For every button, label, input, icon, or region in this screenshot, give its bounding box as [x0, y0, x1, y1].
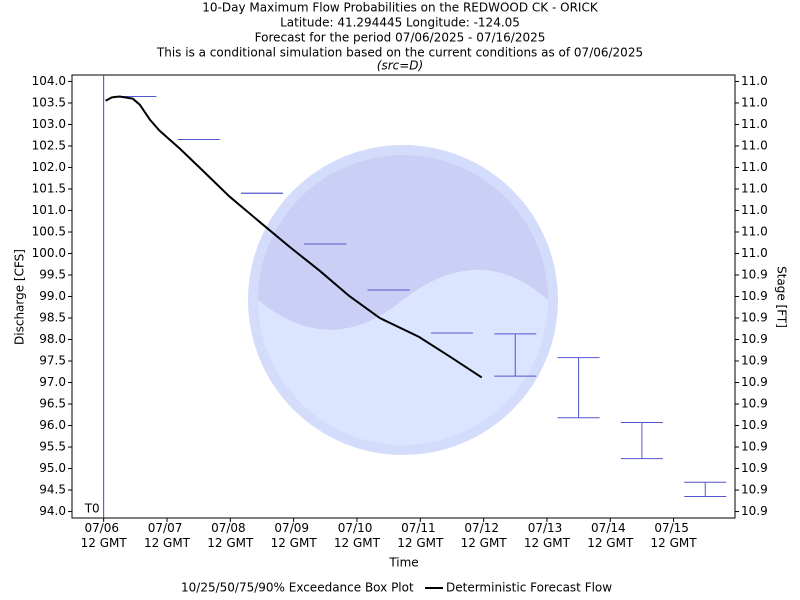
y2-tick-label: 11.0: [741, 138, 768, 152]
y2-tick-label: 10.9: [741, 418, 768, 432]
x-tick-label: 07/12 12 GMT: [461, 521, 508, 550]
y-axis-label: Discharge [CFS]: [13, 249, 27, 345]
chart-title: Forecast for the period 07/06/2025 - 07/…: [255, 31, 546, 45]
x-tick-label: 07/09 12 GMT: [271, 521, 318, 550]
y-tick-label: 100.5: [32, 224, 66, 238]
y-tick-label: 99.0: [39, 289, 66, 303]
x-tick-label: 07/15 12 GMT: [651, 521, 698, 550]
y2-tick-label: 10.9: [741, 397, 768, 411]
y-tick-label: 102.5: [32, 138, 66, 152]
y-tick-label: 95.5: [39, 440, 66, 454]
y2-tick-label: 10.9: [741, 483, 768, 497]
chart-title: 10-Day Maximum Flow Probabilities on the…: [202, 1, 599, 15]
y2-tick-label: 11.0: [741, 181, 768, 195]
y2-tick-label: 11.0: [741, 224, 768, 238]
x-tick-label: 07/11 12 GMT: [397, 521, 444, 550]
y-tick-label: 98.5: [39, 311, 66, 325]
y2-tick-label: 11.0: [741, 160, 768, 174]
t0-label: T0: [84, 502, 100, 516]
y-tick-label: 99.5: [39, 267, 66, 281]
y-tick-label: 97.0: [39, 375, 66, 389]
y2-tick-label: 11.0: [741, 74, 768, 88]
y2-tick-label: 10.9: [741, 375, 768, 389]
y2-tick-label: 10.9: [741, 354, 768, 368]
source-note: (src=D): [377, 59, 423, 73]
y2-tick-label: 10.9: [741, 332, 768, 346]
forecast-line: [105, 95, 483, 379]
legend-label: 10/25/50/75/90% Exceedance Box Plot: [181, 581, 414, 595]
y2-tick-label: 10.9: [741, 289, 768, 303]
y-tick-label: 96.0: [39, 418, 66, 432]
x-tick-label: 07/10 12 GMT: [334, 521, 381, 550]
chart-title: Latitude: 41.294445 Longitude: -124.05: [280, 16, 520, 30]
x-tick-label: 07/07 12 GMT: [144, 521, 191, 550]
y-tick-label: 104.0: [32, 74, 66, 88]
x-tick-label: 07/06 12 GMT: [81, 521, 128, 550]
y-tick-label: 94.5: [39, 483, 66, 497]
y-tick-label: 95.0: [39, 461, 66, 475]
y-tick-label: 103.5: [32, 95, 66, 109]
y2-tick-label: 10.9: [741, 461, 768, 475]
y-tick-label: 98.0: [39, 332, 66, 346]
y-tick-label: 101.0: [32, 203, 66, 217]
x-tick-label: 07/14 12 GMT: [587, 521, 634, 550]
noaa-watermark: [248, 145, 558, 455]
y2-axis-label: Stage [FT]: [775, 266, 789, 328]
y2-tick-label: 11.0: [741, 246, 768, 260]
x-tick-label: 07/13 12 GMT: [524, 521, 571, 550]
y2-tick-label: 10.9: [741, 311, 768, 325]
y-tick-label: 97.5: [39, 354, 66, 368]
x-tick-label: 07/08 12 GMT: [207, 521, 254, 550]
y-tick-label: 96.5: [39, 397, 66, 411]
legend-label: Deterministic Forecast Flow: [446, 581, 612, 595]
y2-tick-label: 10.9: [741, 440, 768, 454]
y2-tick-label: 10.9: [741, 267, 768, 281]
y-tick-label: 100.0: [32, 246, 66, 260]
y2-tick-label: 11.0: [741, 95, 768, 109]
x-axis-label: Time: [388, 556, 418, 570]
y-tick-label: 102.0: [32, 160, 66, 174]
y2-tick-label: 10.9: [741, 504, 768, 518]
y2-tick-label: 11.0: [741, 117, 768, 131]
y-tick-label: 94.0: [39, 504, 66, 518]
y2-tick-label: 11.0: [741, 203, 768, 217]
y-tick-label: 103.0: [32, 117, 66, 131]
y-tick-label: 101.5: [32, 181, 66, 195]
chart-title: This is a conditional simulation based o…: [156, 46, 643, 60]
